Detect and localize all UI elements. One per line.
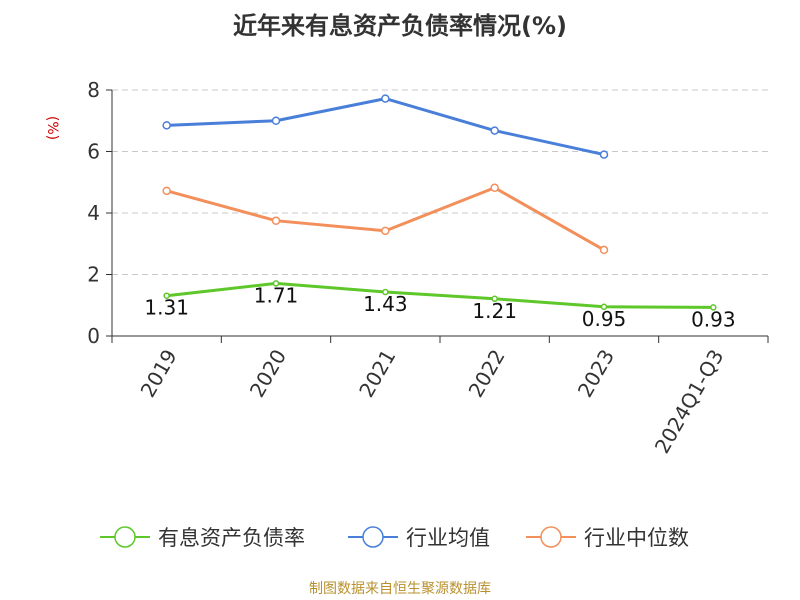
data-label-5: 0.93 — [691, 307, 736, 331]
chart-title: 近年来有息资产负债率情况(%) — [233, 12, 567, 40]
legend: 有息资产负债率 行业均值 行业中位数 — [100, 526, 689, 550]
legend-marker-2 — [540, 526, 562, 548]
y-tick-label-4: 8 — [87, 78, 100, 102]
x-tick-label-3: 2022 — [464, 345, 510, 401]
series-1-point-4 — [599, 150, 609, 159]
series-0-point-3 — [491, 295, 498, 303]
legend-label-0: 有息资产负债率 — [158, 526, 305, 550]
series-1-point-1 — [271, 116, 281, 125]
series-layer — [162, 94, 717, 311]
y-tick-label-3: 6 — [87, 140, 100, 164]
series-0-point-2 — [382, 288, 389, 296]
series-0-point-0 — [163, 292, 170, 299]
series-2-point-2 — [381, 226, 390, 236]
x-tick-label-4: 2023 — [573, 345, 619, 401]
source-note: 制图数据来自恒生聚源数据库 — [309, 581, 491, 597]
series-0-point-5 — [710, 304, 717, 311]
y-tick-label-2: 4 — [87, 201, 100, 225]
y-tick-label-0: 0 — [87, 324, 100, 348]
x-tick-label-0: 2019 — [136, 345, 182, 401]
legend-marker-1 — [362, 526, 384, 548]
label-layer: 1.31 1.71 1.43 1.21 0.95 0.93 — [144, 283, 735, 331]
data-label-0: 1.31 — [144, 296, 189, 320]
data-label-2: 1.43 — [363, 292, 408, 316]
series-line-0 — [166, 281, 714, 309]
series-2-point-4 — [599, 245, 609, 255]
series-2-point-3 — [490, 183, 499, 193]
grid-layer — [112, 89, 768, 275]
series-1-point-3 — [490, 126, 499, 135]
y-axis-label: (%) — [44, 116, 60, 140]
x-tick-label-2: 2021 — [354, 345, 400, 401]
series-line-1 — [166, 97, 605, 157]
axis-layer: 0 2 4 6 8 2019 2020 2021 2022 2023 2024Q1-Q3 — [87, 78, 769, 458]
data-label-3: 1.21 — [472, 299, 517, 323]
series-0-point-4 — [600, 303, 608, 311]
data-label-4: 0.95 — [582, 307, 627, 331]
y-tick-label-1: 2 — [87, 263, 100, 287]
legend-label-1: 行业均值 — [406, 526, 490, 550]
legend-label-2: 行业中位数 — [584, 526, 689, 550]
legend-marker-0 — [114, 526, 136, 548]
series-line-2 — [166, 186, 605, 252]
x-tick-label-5: 2024Q1-Q3 — [650, 345, 729, 457]
series-2-point-0 — [162, 186, 171, 196]
series-1-point-2 — [381, 94, 390, 103]
x-tick-label-1: 2020 — [245, 345, 291, 401]
series-0-point-1 — [272, 280, 280, 287]
data-label-1: 1.71 — [254, 283, 299, 307]
series-1-point-0 — [162, 121, 171, 130]
series-2-point-1 — [271, 216, 281, 225]
